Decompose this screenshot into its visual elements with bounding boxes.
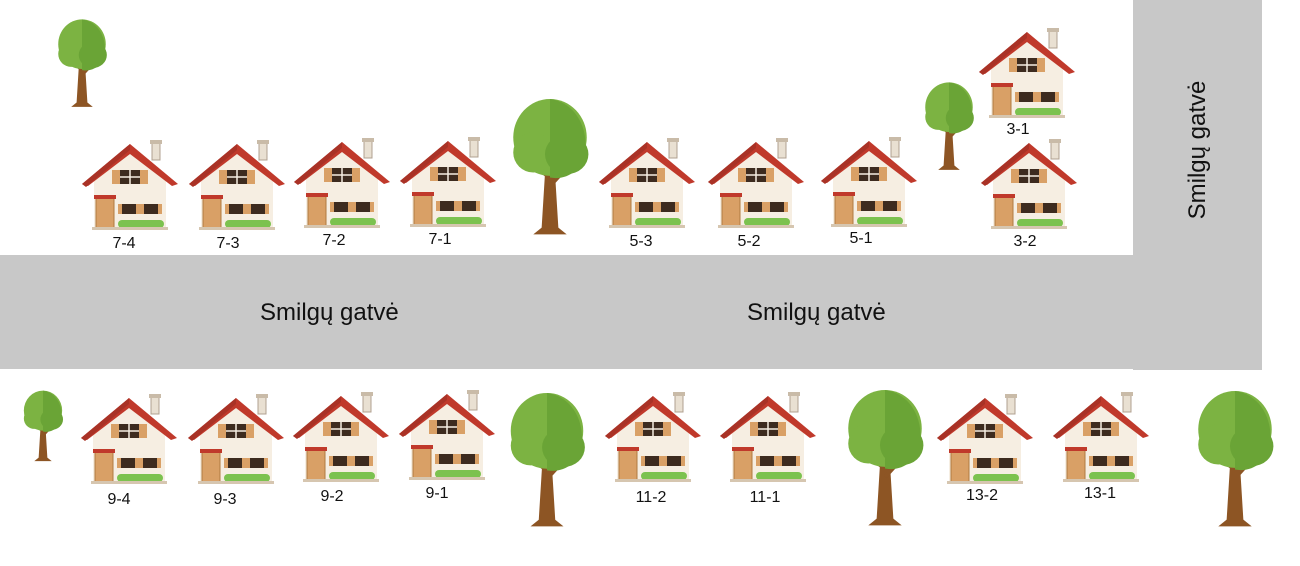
house-icon	[979, 133, 1079, 233]
house-icon	[79, 388, 179, 488]
house-icon	[186, 388, 286, 488]
side-street	[1133, 0, 1262, 370]
house-label: 5-3	[629, 233, 653, 250]
tree-icon	[20, 388, 66, 462]
house-label: 5-1	[849, 230, 873, 247]
street-label-right: Smilgų gatvė	[747, 299, 886, 326]
house-icon	[977, 22, 1077, 122]
house-label: 9-3	[213, 491, 237, 508]
house-icon	[718, 386, 818, 486]
house-label: 7-3	[216, 235, 240, 252]
tree-icon	[55, 8, 109, 116]
house-icon	[398, 131, 498, 231]
house-label: 9-2	[320, 488, 344, 505]
house-icon	[292, 132, 392, 232]
main-street	[0, 255, 1262, 369]
house-label: 13-1	[1083, 485, 1117, 502]
house-label: 9-4	[107, 491, 131, 508]
house-label: 7-4	[112, 235, 136, 252]
house-icon	[291, 386, 391, 486]
house-label: 3-2	[1013, 233, 1037, 250]
tree-icon	[505, 388, 589, 528]
house-icon	[935, 388, 1035, 488]
house-icon	[1051, 386, 1151, 486]
house-icon	[819, 131, 919, 231]
house-label: 5-2	[737, 233, 761, 250]
house-icon	[706, 132, 806, 232]
house-icon	[80, 134, 180, 234]
tree-icon	[842, 385, 928, 527]
street-label-vertical: Smilgų gatvė	[1184, 80, 1211, 220]
house-label: 11-1	[749, 489, 781, 506]
house-label: 11-2	[635, 489, 667, 506]
house-icon	[597, 132, 697, 232]
house-label: 7-1	[428, 231, 452, 248]
tree-icon	[1192, 386, 1278, 528]
tree-icon	[922, 72, 976, 178]
tree-icon	[508, 94, 592, 236]
house-label: 3-1	[1006, 121, 1030, 138]
house-icon	[187, 134, 287, 234]
house-label: 7-2	[322, 232, 346, 249]
house-icon	[603, 386, 703, 486]
house-icon	[397, 384, 497, 484]
street-label-left: Smilgų gatvė	[260, 299, 399, 326]
house-label: 9-1	[425, 485, 449, 502]
house-label: 13-2	[965, 487, 999, 504]
